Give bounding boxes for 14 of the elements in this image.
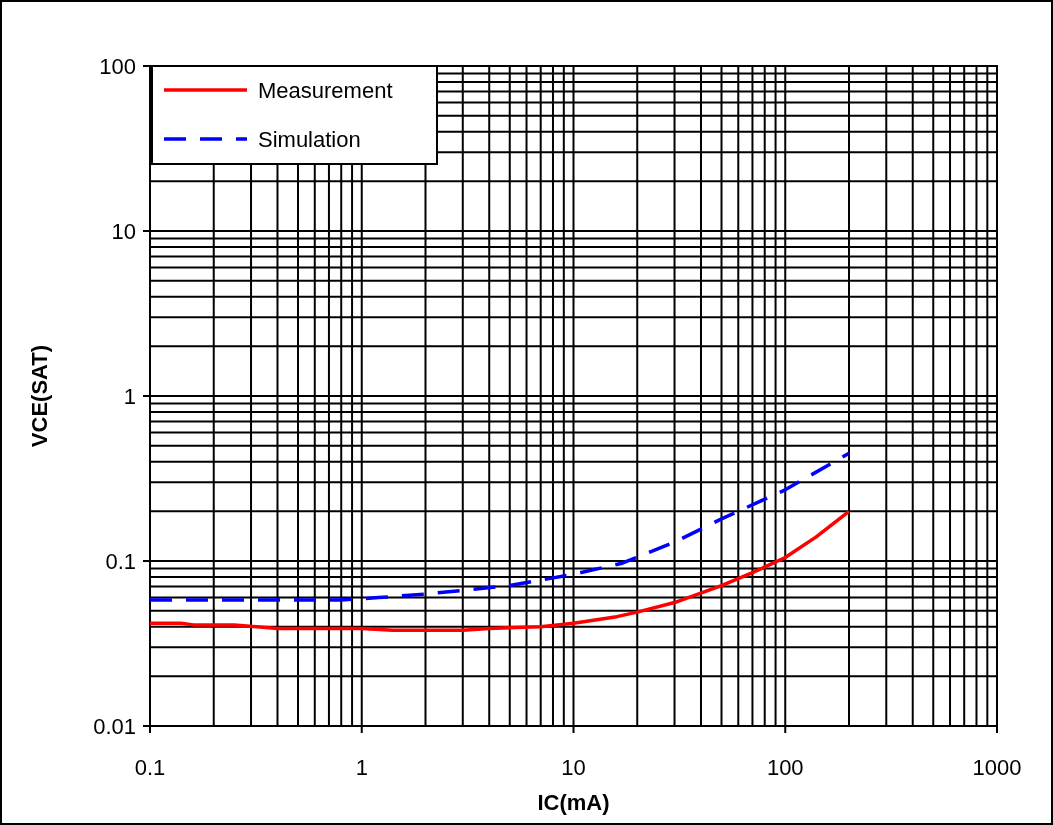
x-tick-label: 0.1 <box>134 755 166 780</box>
x-tick-label: 100 <box>766 755 804 780</box>
x-axis-title: IC(mA) <box>537 790 610 815</box>
legend-label: Measurement <box>258 78 393 103</box>
x-tick-label: 1 <box>355 755 368 780</box>
y-tick-label: 0.1 <box>105 549 136 574</box>
y-tick-label: 1 <box>123 384 136 409</box>
y-axis-title: VCE(SAT) <box>27 344 52 448</box>
y-tick-label: 100 <box>99 54 136 79</box>
x-tick-label: 10 <box>561 755 586 780</box>
legend-label: Simulation <box>258 127 361 152</box>
x-tick-label: 1000 <box>972 755 1022 780</box>
y-tick-label: 10 <box>111 219 136 244</box>
y-tick-label: 0.01 <box>93 714 136 739</box>
